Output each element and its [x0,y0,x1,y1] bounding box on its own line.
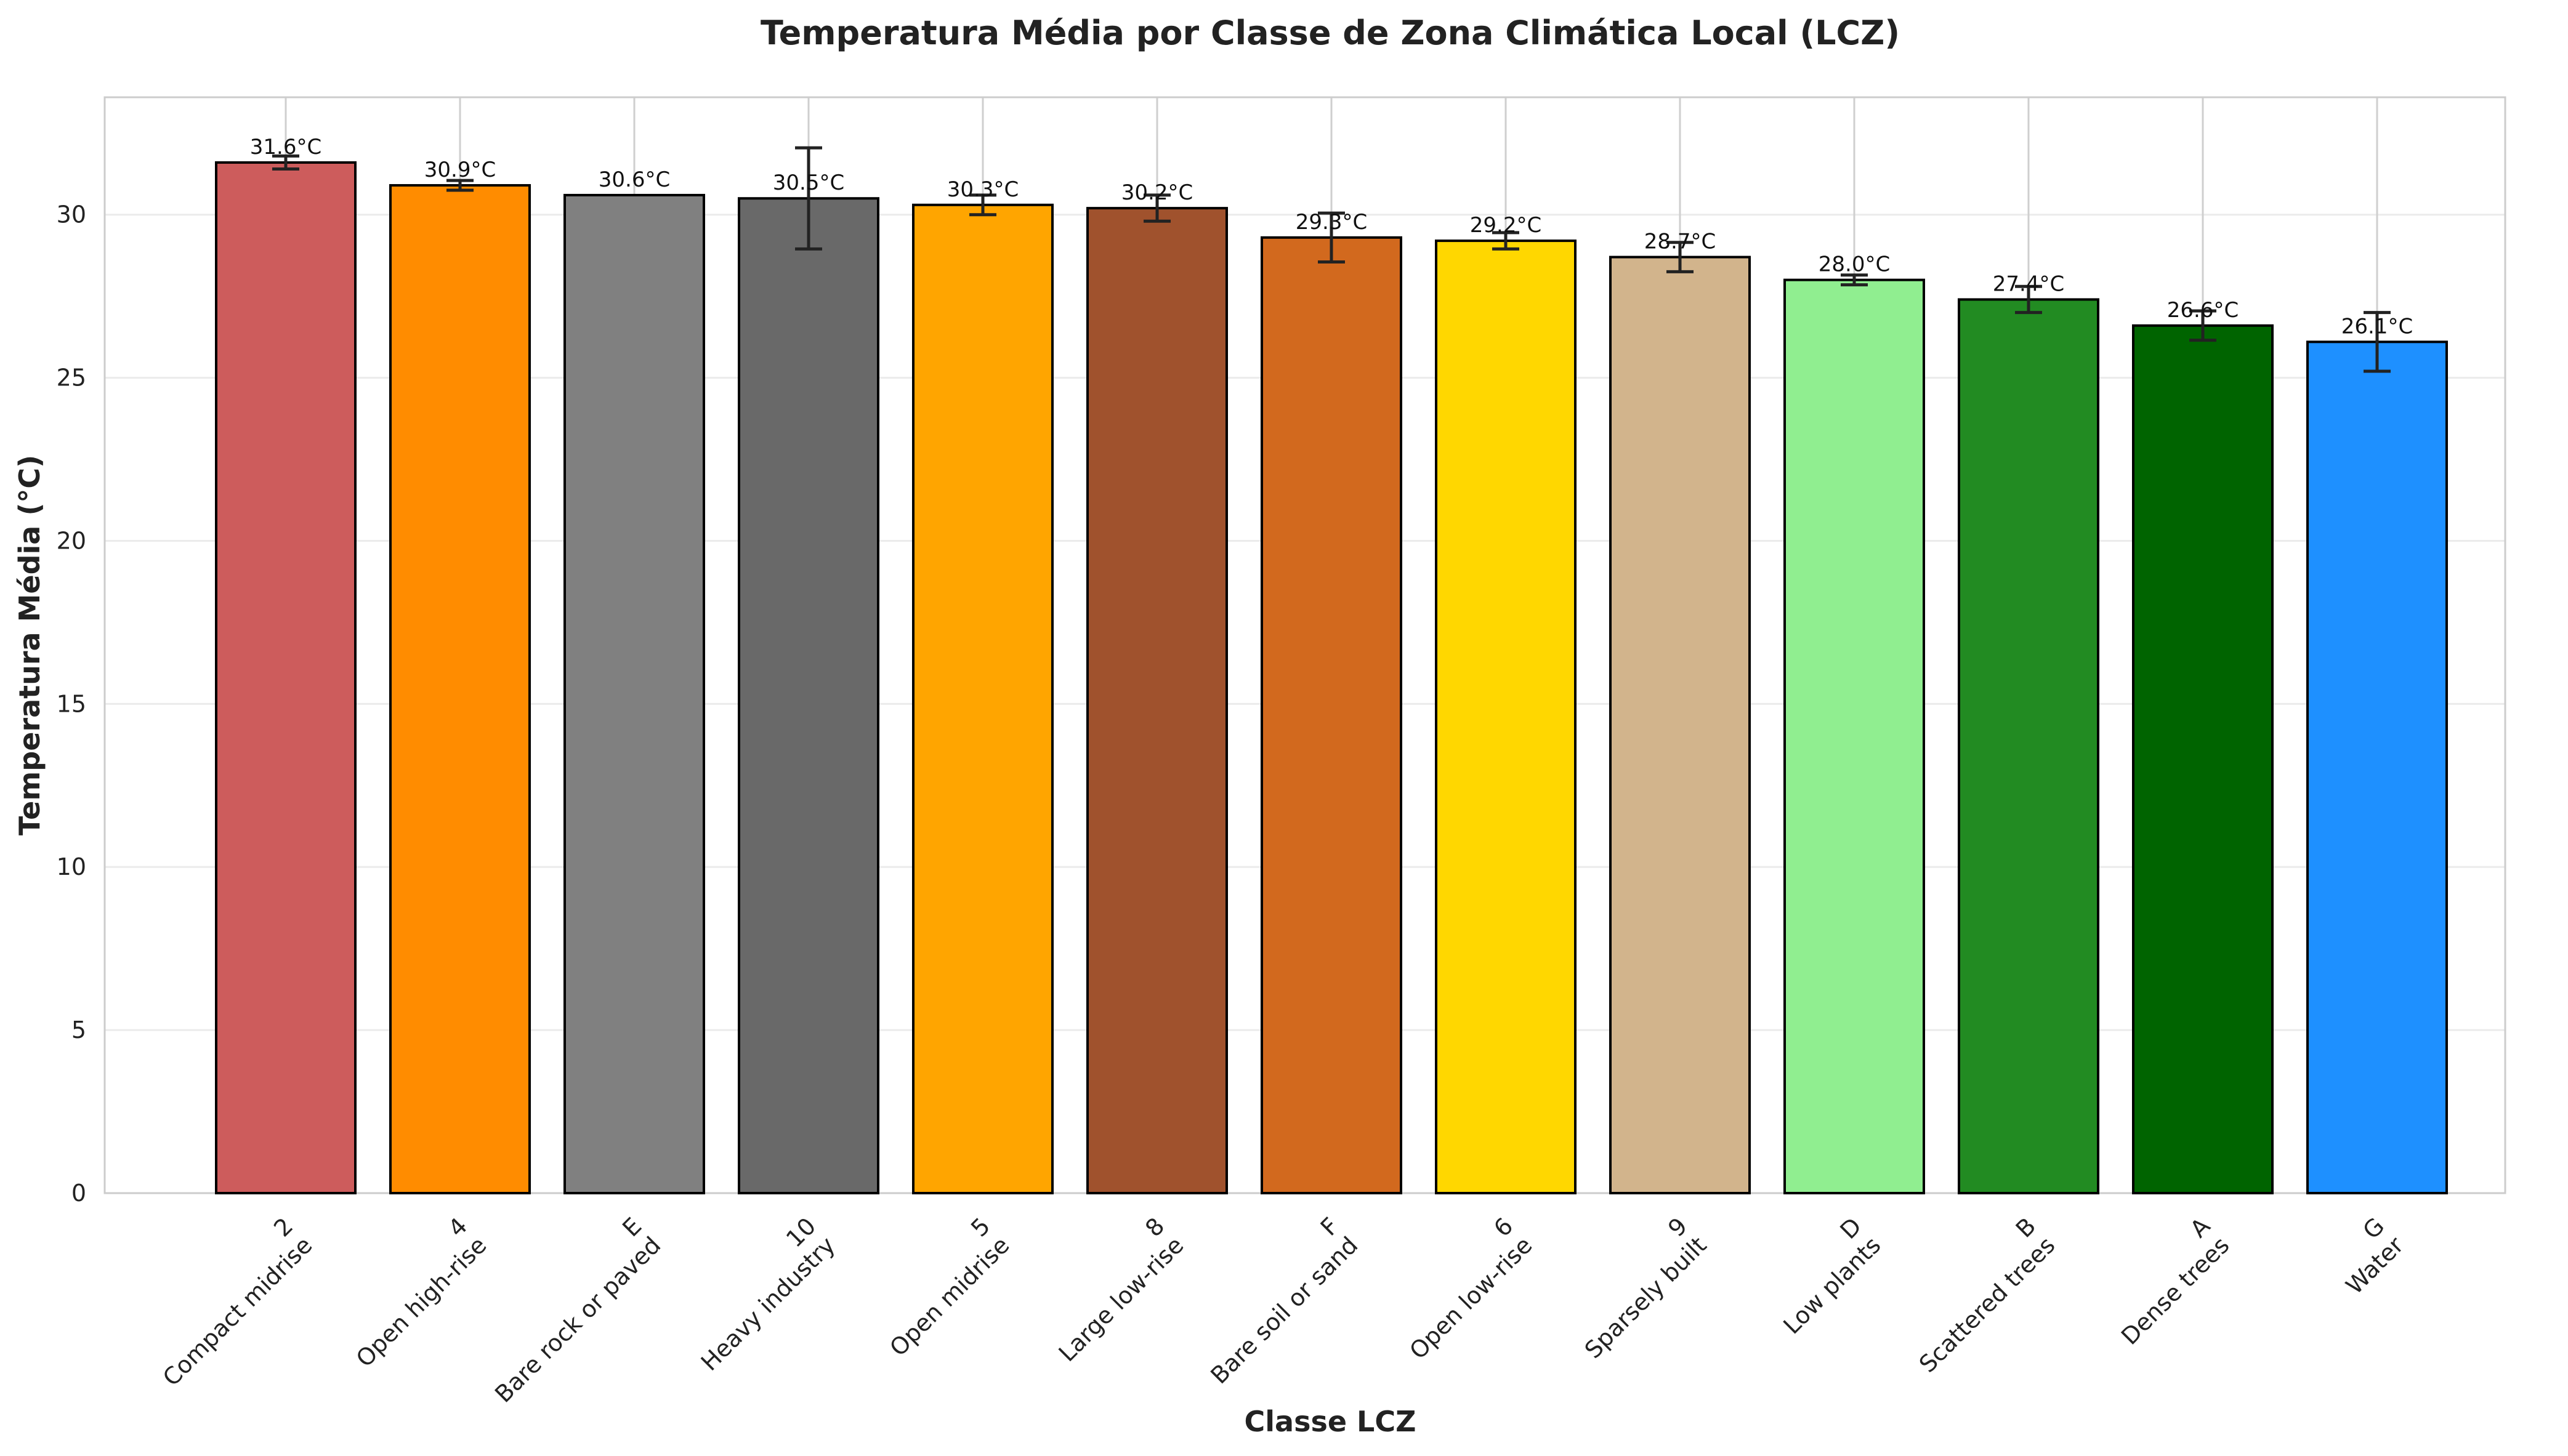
value-label-G: 26.1°C [2341,314,2413,339]
bar-6 [1435,239,1577,1195]
bar-E [563,193,705,1194]
value-label-B: 27.4°C [1993,271,2064,296]
value-label-5: 30.3°C [947,177,1019,202]
bar-2 [215,161,357,1194]
y-tick-label: 0 [71,1180,86,1207]
y-tick-label: 25 [57,364,86,392]
value-label-D: 28.0°C [1819,252,1890,277]
value-label-9: 28.7°C [1644,230,1716,254]
value-label-F: 29.3°C [1296,210,1367,235]
y-tick-label: 20 [57,527,86,554]
value-label-10: 30.5°C [773,171,844,195]
category-name: Open low-rise [1404,1231,1537,1364]
error-bar-9 [1666,241,1694,273]
category-name: Bare rock or paved [490,1231,666,1407]
bars [215,161,2448,1195]
error-bar-D [1841,273,1868,287]
value-label-6: 29.2°C [1470,213,1541,238]
bar-G [2306,340,2448,1194]
bar-F [1261,236,1402,1194]
bar-D [1783,278,1925,1195]
value-label-4: 30.9°C [424,158,496,182]
value-label-E: 30.6°C [599,167,670,192]
category-name: Low plants [1778,1231,1886,1339]
value-label-8: 30.2°C [1121,180,1193,205]
bar-8 [1086,207,1228,1195]
error-bar-4 [446,179,474,192]
value-label-A: 26.6°C [2167,298,2239,323]
category-name: Compact midrise [158,1231,318,1391]
y-axis-ticks: 0 5 10 15 20 25 30 [57,201,86,1207]
error-bar-F [1318,211,1345,264]
category-name: Dense trees [2116,1231,2234,1349]
bar-5 [912,203,1054,1195]
category-name: Bare soil or sand [1205,1231,1363,1389]
error-bar-10 [795,146,822,251]
category-name: Open midrise [884,1231,1014,1361]
bar-10 [738,197,879,1194]
error-bar-5 [969,193,996,217]
bar-9 [1609,255,1751,1194]
category-name: Sparsely built [1580,1231,1712,1364]
error-bar-6 [1492,231,1519,251]
value-labels: 31.6°C 30.9°C 30.6°C 30.5°C 30.3°C 30.2°C 29.3… [250,135,2413,339]
error-bar-2 [272,154,299,171]
category-name: Scattered trees [1914,1231,2061,1378]
bar-B [1958,298,2099,1194]
category-name: Large low-rise [1054,1231,1189,1367]
y-axis-label: Temperatura Média (°C) [13,455,46,835]
value-label-2: 31.6°C [250,135,321,159]
error-bar-A [2189,309,2216,342]
error-bar-B [2015,284,2042,315]
category-name: Heavy industry [696,1231,841,1376]
error-bar-G [2364,311,2391,373]
y-tick-label: 10 [57,853,86,880]
y-tick-label: 15 [57,690,86,717]
y-tick-label: 5 [71,1016,86,1044]
y-tick-label: 30 [57,201,86,228]
bar-A [2132,324,2274,1194]
bar-4 [389,184,531,1194]
category-name: Open high-rise [351,1231,492,1372]
chart-title: Temperatura Média por Classe de Zona Cli… [761,14,1900,52]
x-axis-label: Classe LCZ [1245,1405,1416,1438]
error-bars [272,146,2391,373]
error-bar-8 [1144,193,1171,223]
